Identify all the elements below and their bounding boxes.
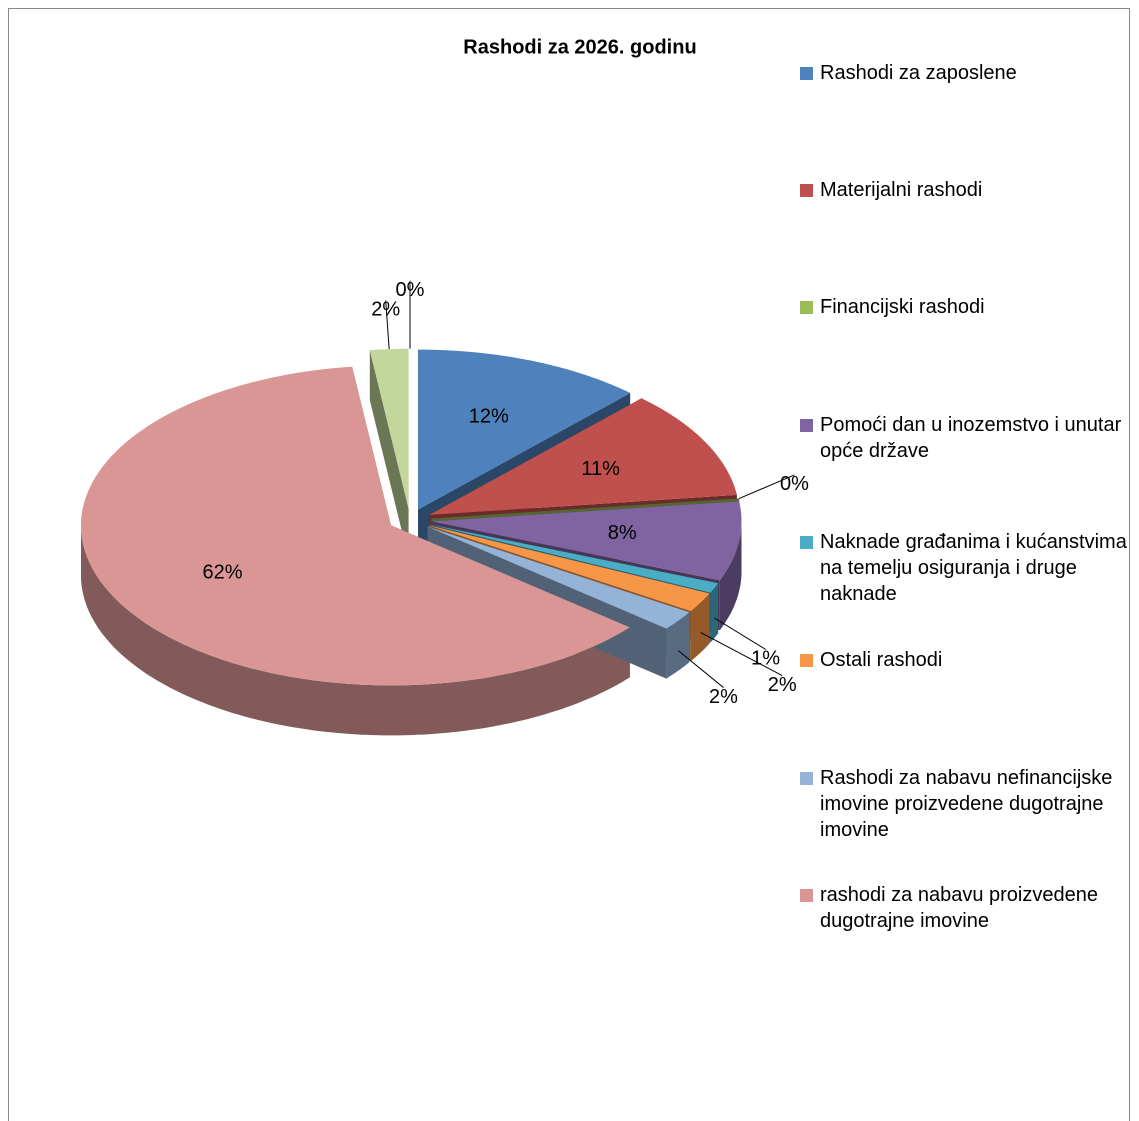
- leader-line: [700, 632, 783, 677]
- legend-label: Financijski rashodi: [820, 296, 985, 318]
- legend-swatch: [800, 301, 813, 314]
- leader-line: [738, 474, 795, 500]
- chart-title: Rashodi za 2026. godinu: [463, 36, 696, 58]
- legend-item: Financijski rashodi: [800, 294, 1139, 320]
- legend-item: Rashodi za nabavu nefinancijske imovine …: [800, 765, 1139, 843]
- slice: [369, 348, 409, 509]
- data-label: 0%: [780, 473, 809, 495]
- slice-side: [666, 612, 690, 679]
- legend-swatch: [800, 889, 813, 902]
- data-label: 62%: [203, 561, 243, 583]
- slice-side: [719, 521, 742, 631]
- slice: [81, 366, 630, 686]
- legend-label: rashodi za nabavu proizvedene dugotrajne…: [820, 884, 1098, 932]
- data-label: 11%: [581, 458, 620, 480]
- slice-edge: [369, 350, 409, 559]
- legend-item: Materijalni rashodi: [800, 177, 1139, 203]
- legend-item: rashodi za nabavu proizvedene dugotrajne…: [800, 882, 1139, 934]
- data-label: 2%: [709, 686, 738, 708]
- slice: [429, 524, 719, 593]
- legend-swatch: [800, 184, 813, 197]
- legend-swatch: [800, 536, 813, 549]
- data-labels: 12%11%0%8%1%2%2%62%2%0%: [203, 279, 810, 708]
- slice: [427, 526, 690, 629]
- legend-swatch: [800, 67, 813, 80]
- slice-side: [690, 593, 710, 662]
- legend-swatch: [800, 419, 813, 432]
- pie-tops: [81, 348, 742, 686]
- legend-label: Materijalni rashodi: [820, 179, 983, 201]
- data-label: 1%: [751, 648, 780, 670]
- legend-item: Naknade građanima i kućanstvima na temel…: [800, 529, 1139, 607]
- data-label: 2%: [768, 674, 797, 696]
- data-label: 8%: [608, 522, 637, 544]
- leader-line: [678, 650, 724, 688]
- legend-item: Rashodi za zaposlene: [800, 60, 1139, 86]
- legend-label: Naknade građanima i kućanstvima na temel…: [820, 531, 1127, 605]
- data-label: 2%: [371, 299, 400, 321]
- legend-item: Pomoći dan u inozemstvo i unutar opće dr…: [800, 412, 1139, 464]
- slice: [429, 398, 737, 515]
- data-label: 12%: [469, 406, 509, 428]
- legend-swatch: [800, 772, 813, 785]
- slice-side: [81, 525, 630, 736]
- legend-label: Rashodi za zaposlene: [820, 62, 1017, 84]
- legend-item: Ostali rashodi: [800, 647, 1139, 673]
- legend-swatch: [800, 654, 813, 667]
- legend-label: Rashodi za nabavu nefinancijske imovine …: [820, 767, 1113, 841]
- slice: [418, 349, 631, 510]
- leader-line: [385, 300, 390, 350]
- slice: [429, 525, 710, 612]
- chart-frame: [8, 8, 1130, 1121]
- data-label: 0%: [396, 279, 425, 301]
- legend-label: Pomoći dan u inozemstvo i unutar opće dr…: [820, 414, 1122, 462]
- legend-label: Ostali rashodi: [820, 649, 943, 671]
- slice: [431, 501, 742, 581]
- leader-line: [714, 617, 766, 650]
- slice-side: [710, 583, 719, 643]
